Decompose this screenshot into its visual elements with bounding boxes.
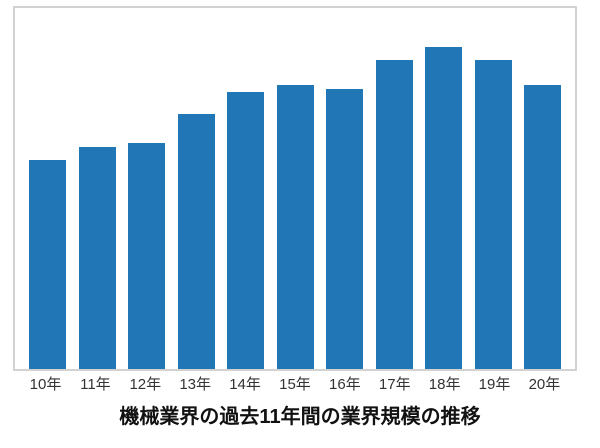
bar-18年 [425, 46, 462, 369]
x-tick-label-18年: 18年 [428, 376, 461, 393]
bar-20年 [524, 85, 561, 369]
x-tick-label-11年: 11年 [80, 376, 111, 393]
bar-17年 [375, 59, 413, 369]
bar-12年 [128, 143, 165, 369]
x-tick-label-12年: 12年 [129, 376, 162, 393]
bar-19年 [474, 59, 512, 369]
x-tick-label-16年: 16年 [329, 376, 361, 393]
bar-13年 [177, 114, 215, 369]
bar-11年 [78, 146, 116, 369]
x-axis-labels: 10年 11年 12年 13年 14年 15年 16年 17年 18年 19年 20年 [13, 375, 577, 394]
x-tick-label-19年: 19年 [478, 376, 511, 393]
x-tick-label-13年: 13年 [179, 376, 212, 393]
x-tick-label-20年: 20年 [528, 376, 561, 393]
bars [15, 8, 575, 369]
chart-title: 機械業界の過去11年間の業界規模の推移 [119, 406, 481, 428]
x-tick-label-14年: 14年 [229, 376, 261, 393]
x-tick-label-10年: 10年 [29, 376, 62, 393]
bar-10年 [29, 159, 66, 369]
x-tick-label-15年: 15年 [279, 376, 311, 393]
bar-15年 [276, 85, 314, 369]
plot-area [13, 6, 577, 371]
x-tick-label-17年: 17年 [378, 376, 411, 393]
bar-16年 [326, 88, 363, 369]
bar-14年 [227, 91, 264, 369]
